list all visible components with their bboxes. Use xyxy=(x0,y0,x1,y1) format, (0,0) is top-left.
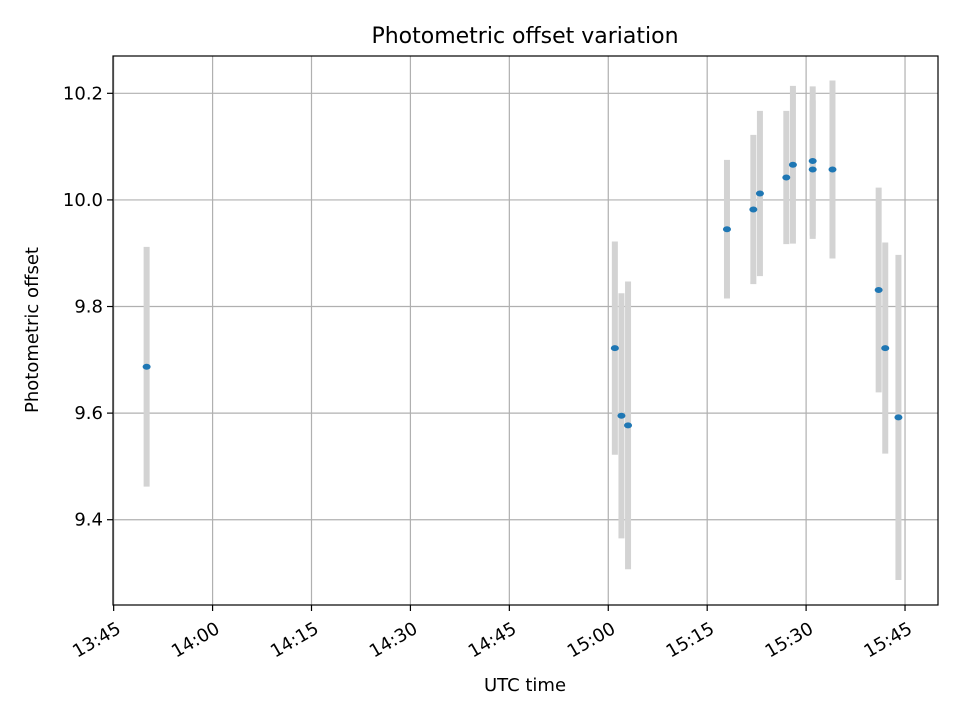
data-point xyxy=(610,345,619,352)
y-tick-label: 10.2 xyxy=(63,83,103,104)
y-tick-label: 10.0 xyxy=(63,190,103,211)
data-point xyxy=(782,174,791,181)
data-points xyxy=(142,158,903,429)
data-point xyxy=(808,158,817,165)
data-point xyxy=(874,286,883,293)
data-point xyxy=(788,161,797,168)
plot-frame xyxy=(112,55,939,606)
y-axis-ticks: 9.4 9.6 9.8 10.0 10.2 xyxy=(63,83,113,531)
y-axis-label: Photometric offset xyxy=(22,247,43,413)
data-point xyxy=(808,166,817,173)
y-tick-label: 9.6 xyxy=(74,403,103,424)
data-point xyxy=(894,414,903,421)
data-point xyxy=(749,206,758,213)
y-tick-label: 9.4 xyxy=(74,510,103,531)
y-tick-label: 9.8 xyxy=(74,297,103,318)
data-point xyxy=(624,422,633,429)
chart-title: Photometric offset variation xyxy=(371,24,678,49)
x-axis-label: UTC time xyxy=(484,675,566,696)
data-point xyxy=(617,412,626,419)
data-point xyxy=(828,166,837,173)
grid xyxy=(113,56,938,605)
data-point xyxy=(881,345,890,352)
data-point xyxy=(142,363,151,370)
data-point xyxy=(722,226,731,233)
data-point xyxy=(755,190,764,197)
